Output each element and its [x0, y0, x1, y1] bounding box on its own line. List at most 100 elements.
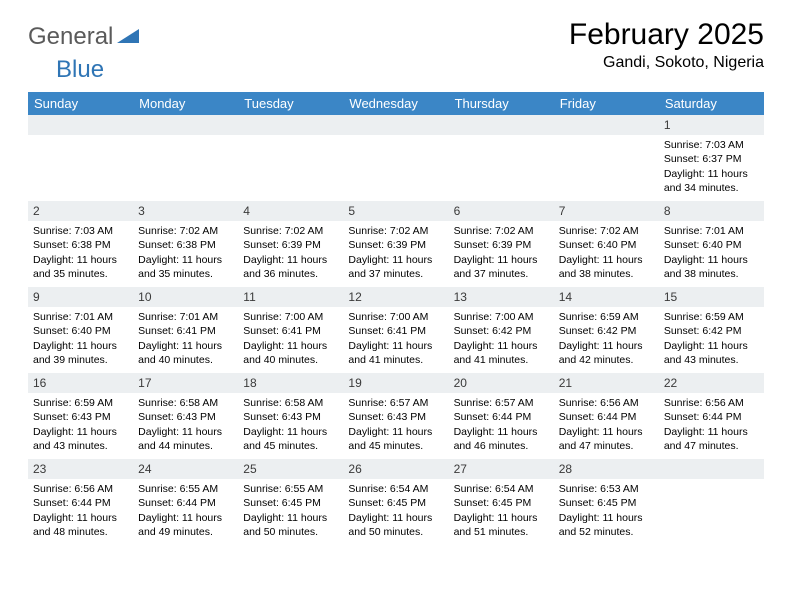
day-number-bar: 27 [449, 459, 554, 479]
sunrise-line: Sunrise: 6:55 AM [243, 482, 338, 496]
day-number-bar: 11 [238, 287, 343, 307]
sunrise-line: Sunrise: 6:57 AM [348, 396, 443, 410]
calendar-cell: 14Sunrise: 6:59 AMSunset: 6:42 PMDayligh… [554, 287, 659, 373]
sunset-line: Sunset: 6:42 PM [664, 324, 759, 338]
day-number-bar: 2 [28, 201, 133, 221]
sunrise-line: Sunrise: 7:02 AM [559, 224, 654, 238]
daylight-line: Daylight: 11 hours and 37 minutes. [348, 253, 443, 281]
daylight-line: Daylight: 11 hours and 38 minutes. [664, 253, 759, 281]
daylight-line: Daylight: 11 hours and 43 minutes. [33, 425, 128, 453]
calendar-table: SundayMondayTuesdayWednesdayThursdayFrid… [28, 92, 764, 545]
day-number-bar: 12 [343, 287, 448, 307]
calendar-cell: 16Sunrise: 6:59 AMSunset: 6:43 PMDayligh… [28, 373, 133, 459]
sunrise-line: Sunrise: 7:00 AM [454, 310, 549, 324]
calendar-cell: 9Sunrise: 7:01 AMSunset: 6:40 PMDaylight… [28, 287, 133, 373]
calendar-cell: 17Sunrise: 6:58 AMSunset: 6:43 PMDayligh… [133, 373, 238, 459]
day-number-bar: 26 [343, 459, 448, 479]
daylight-line: Daylight: 11 hours and 41 minutes. [348, 339, 443, 367]
calendar-cell [238, 115, 343, 201]
sunset-line: Sunset: 6:41 PM [348, 324, 443, 338]
calendar-cell: 28Sunrise: 6:53 AMSunset: 6:45 PMDayligh… [554, 459, 659, 545]
calendar-cell: 11Sunrise: 7:00 AMSunset: 6:41 PMDayligh… [238, 287, 343, 373]
daylight-line: Daylight: 11 hours and 38 minutes. [559, 253, 654, 281]
sunset-line: Sunset: 6:44 PM [33, 496, 128, 510]
weekday-header: Thursday [449, 92, 554, 115]
calendar-cell: 12Sunrise: 7:00 AMSunset: 6:41 PMDayligh… [343, 287, 448, 373]
day-cell-body: Sunrise: 6:56 AMSunset: 6:44 PMDaylight:… [659, 393, 764, 457]
sunrise-line: Sunrise: 6:53 AM [559, 482, 654, 496]
day-cell-body: Sunrise: 6:58 AMSunset: 6:43 PMDaylight:… [133, 393, 238, 457]
daylight-line: Daylight: 11 hours and 36 minutes. [243, 253, 338, 281]
daylight-line: Daylight: 11 hours and 40 minutes. [138, 339, 233, 367]
location-label: Gandi, Sokoto, Nigeria [569, 54, 764, 72]
sunset-line: Sunset: 6:44 PM [664, 410, 759, 424]
calendar-cell [133, 115, 238, 201]
day-number-bar: 22 [659, 373, 764, 393]
daylight-line: Daylight: 11 hours and 52 minutes. [559, 511, 654, 539]
daylight-line: Daylight: 11 hours and 50 minutes. [348, 511, 443, 539]
sunrise-line: Sunrise: 6:58 AM [243, 396, 338, 410]
calendar-cell: 1Sunrise: 7:03 AMSunset: 6:37 PMDaylight… [659, 115, 764, 201]
calendar-cell: 21Sunrise: 6:56 AMSunset: 6:44 PMDayligh… [554, 373, 659, 459]
daylight-line: Daylight: 11 hours and 47 minutes. [559, 425, 654, 453]
sunrise-line: Sunrise: 7:01 AM [138, 310, 233, 324]
calendar-row: 1Sunrise: 7:03 AMSunset: 6:37 PMDaylight… [28, 115, 764, 201]
day-number-bar: 14 [554, 287, 659, 307]
sunset-line: Sunset: 6:43 PM [348, 410, 443, 424]
brand-part1: General [28, 23, 113, 51]
calendar-cell: 2Sunrise: 7:03 AMSunset: 6:38 PMDaylight… [28, 201, 133, 287]
day-cell-body: Sunrise: 6:59 AMSunset: 6:42 PMDaylight:… [554, 307, 659, 371]
sunrise-line: Sunrise: 7:02 AM [454, 224, 549, 238]
sunset-line: Sunset: 6:39 PM [454, 238, 549, 252]
daylight-line: Daylight: 11 hours and 34 minutes. [664, 167, 759, 195]
weekday-header: Saturday [659, 92, 764, 115]
day-cell-body: Sunrise: 6:54 AMSunset: 6:45 PMDaylight:… [343, 479, 448, 543]
sunset-line: Sunset: 6:41 PM [243, 324, 338, 338]
day-cell-body: Sunrise: 6:53 AMSunset: 6:45 PMDaylight:… [554, 479, 659, 543]
sunset-line: Sunset: 6:39 PM [243, 238, 338, 252]
sunset-line: Sunset: 6:45 PM [454, 496, 549, 510]
calendar-cell: 26Sunrise: 6:54 AMSunset: 6:45 PMDayligh… [343, 459, 448, 545]
day-cell-body: Sunrise: 7:02 AMSunset: 6:38 PMDaylight:… [133, 221, 238, 285]
daylight-line: Daylight: 11 hours and 39 minutes. [33, 339, 128, 367]
day-cell-body: Sunrise: 6:57 AMSunset: 6:44 PMDaylight:… [449, 393, 554, 457]
calendar-cell: 10Sunrise: 7:01 AMSunset: 6:41 PMDayligh… [133, 287, 238, 373]
sunset-line: Sunset: 6:45 PM [559, 496, 654, 510]
day-number-bar: 18 [238, 373, 343, 393]
sunrise-line: Sunrise: 6:59 AM [664, 310, 759, 324]
calendar-cell: 20Sunrise: 6:57 AMSunset: 6:44 PMDayligh… [449, 373, 554, 459]
sunrise-line: Sunrise: 6:56 AM [664, 396, 759, 410]
sunset-line: Sunset: 6:45 PM [243, 496, 338, 510]
sunrise-line: Sunrise: 7:02 AM [138, 224, 233, 238]
day-number-bar: 20 [449, 373, 554, 393]
sunset-line: Sunset: 6:38 PM [33, 238, 128, 252]
calendar-row: 9Sunrise: 7:01 AMSunset: 6:40 PMDaylight… [28, 287, 764, 373]
weekday-header: Wednesday [343, 92, 448, 115]
calendar-row: 16Sunrise: 6:59 AMSunset: 6:43 PMDayligh… [28, 373, 764, 459]
calendar-cell: 18Sunrise: 6:58 AMSunset: 6:43 PMDayligh… [238, 373, 343, 459]
sunset-line: Sunset: 6:44 PM [138, 496, 233, 510]
sunset-line: Sunset: 6:45 PM [348, 496, 443, 510]
sunrise-line: Sunrise: 6:58 AM [138, 396, 233, 410]
sunrise-line: Sunrise: 6:56 AM [559, 396, 654, 410]
day-number-bar [133, 115, 238, 135]
day-cell-body: Sunrise: 6:55 AMSunset: 6:44 PMDaylight:… [133, 479, 238, 543]
day-number-bar: 9 [28, 287, 133, 307]
sunset-line: Sunset: 6:39 PM [348, 238, 443, 252]
weekday-header-row: SundayMondayTuesdayWednesdayThursdayFrid… [28, 92, 764, 115]
calendar-cell: 5Sunrise: 7:02 AMSunset: 6:39 PMDaylight… [343, 201, 448, 287]
day-cell-body: Sunrise: 7:03 AMSunset: 6:37 PMDaylight:… [659, 135, 764, 199]
sunrise-line: Sunrise: 6:55 AM [138, 482, 233, 496]
calendar-body: 1Sunrise: 7:03 AMSunset: 6:37 PMDaylight… [28, 115, 764, 545]
sunset-line: Sunset: 6:40 PM [559, 238, 654, 252]
daylight-line: Daylight: 11 hours and 46 minutes. [454, 425, 549, 453]
month-title: February 2025 [569, 18, 764, 52]
day-cell-body: Sunrise: 7:01 AMSunset: 6:41 PMDaylight:… [133, 307, 238, 371]
sunrise-line: Sunrise: 6:59 AM [559, 310, 654, 324]
calendar-cell: 15Sunrise: 6:59 AMSunset: 6:42 PMDayligh… [659, 287, 764, 373]
brand-triangle-icon [117, 22, 139, 50]
sunset-line: Sunset: 6:43 PM [243, 410, 338, 424]
day-number-bar: 25 [238, 459, 343, 479]
day-number-bar: 28 [554, 459, 659, 479]
day-number-bar: 15 [659, 287, 764, 307]
